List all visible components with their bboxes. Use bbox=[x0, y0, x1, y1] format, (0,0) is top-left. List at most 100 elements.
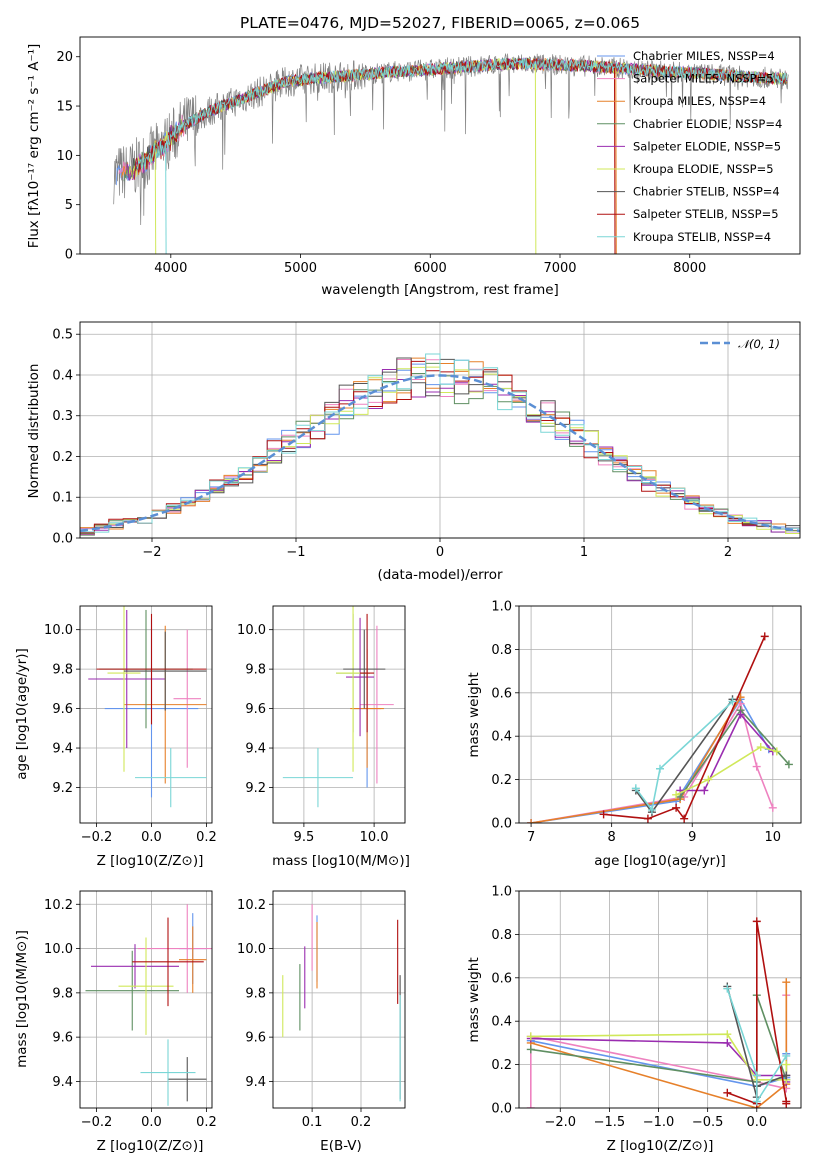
x-tick-label: 9 bbox=[688, 830, 696, 845]
weight-marker bbox=[728, 697, 737, 706]
x-tick-label: 10 bbox=[765, 830, 782, 845]
y-tick-label: 0.2 bbox=[491, 773, 512, 788]
weight-marker bbox=[772, 747, 781, 756]
x-tick-label: 9.5 bbox=[294, 830, 315, 845]
axes-frame bbox=[79, 321, 801, 539]
x-tick-label: 6000 bbox=[414, 261, 447, 276]
x-tick-label: 0.2 bbox=[196, 1115, 217, 1130]
weight-marker bbox=[760, 632, 769, 641]
weight-marker bbox=[782, 1071, 791, 1080]
mass-age-xlabel: mass [log10(M/M⊙)] bbox=[272, 853, 410, 869]
z-age-xlabel: Z [log10(Z/Z⊙)] bbox=[97, 853, 204, 869]
x-tick-label: 7000 bbox=[543, 261, 576, 276]
absorption-feature bbox=[615, 67, 617, 254]
x-tick-label: 10.0 bbox=[360, 830, 389, 845]
x-tick-label: 2 bbox=[724, 545, 732, 560]
z-weight-xlabel: Z [log10(Z/Z⊙)] bbox=[607, 1138, 714, 1154]
absorption-feature bbox=[613, 67, 616, 254]
y-tick-label: 0.4 bbox=[491, 1015, 512, 1030]
axes-frame bbox=[79, 890, 213, 1109]
plot-area bbox=[526, 917, 791, 1108]
x-tick-label: −0.2 bbox=[81, 1115, 113, 1130]
age-weight-xlabel: age [log10(age/yr)] bbox=[594, 853, 726, 869]
weight-marker bbox=[526, 1032, 535, 1041]
weight-marker bbox=[723, 984, 732, 993]
x-tick-label: −2 bbox=[142, 545, 161, 560]
spectrum-xlabel: wavelength [Angstrom, rest frame] bbox=[321, 282, 559, 298]
y-tick-label: 10.0 bbox=[44, 942, 73, 957]
weight-marker bbox=[672, 790, 681, 799]
weight-marker bbox=[784, 760, 793, 769]
y-tick-label: 20 bbox=[56, 50, 73, 65]
weight-marker bbox=[752, 1071, 761, 1080]
weight-marker bbox=[752, 1097, 761, 1106]
legend-label: Kroupa MILES, NSSP=4 bbox=[633, 94, 766, 108]
weight-marker bbox=[736, 710, 745, 719]
model-spectrum-krou_stel bbox=[136, 57, 788, 171]
x-tick-label: 8 bbox=[608, 830, 616, 845]
x-tick-label: 0.0 bbox=[141, 830, 162, 845]
y-tick-label: 0.0 bbox=[52, 532, 73, 547]
weight-marker bbox=[782, 978, 791, 987]
weight-marker bbox=[599, 810, 608, 819]
z-age-panel: −0.2 0.0 0.2 9.2 9.4 9.6 9.8 10.0 bbox=[44, 605, 217, 845]
weight-marker bbox=[768, 803, 777, 812]
weight-marker bbox=[782, 1099, 791, 1108]
plot-area bbox=[88, 606, 207, 808]
y-tick-label: 0.0 bbox=[491, 817, 512, 832]
plot-area bbox=[527, 632, 793, 823]
weight-marker bbox=[752, 762, 761, 771]
z-weight-ylabel: mass weight bbox=[466, 957, 482, 1042]
axes-frame bbox=[272, 605, 406, 824]
y-tick-label: 9.8 bbox=[245, 986, 266, 1001]
x-tick-label: −0.2 bbox=[81, 830, 113, 845]
weight-marker bbox=[723, 1038, 732, 1047]
plot-area bbox=[113, 52, 789, 254]
weight-marker bbox=[526, 1045, 535, 1054]
weight-line-krou_stel bbox=[726, 988, 787, 1105]
absorption-feature bbox=[165, 143, 167, 254]
absorption-feature bbox=[154, 152, 157, 254]
y-tick-label: 0 bbox=[65, 248, 73, 263]
y-tick-label: 9.4 bbox=[245, 1075, 266, 1090]
legend-label: Chabrier MILES, NSSP=4 bbox=[633, 49, 775, 63]
weight-marker bbox=[631, 784, 640, 793]
plot-area bbox=[85, 904, 212, 1106]
y-tick-label: 0.1 bbox=[52, 491, 73, 506]
z-age-ylabel: age [log10(age/yr)] bbox=[14, 648, 30, 780]
y-tick-label: 10.2 bbox=[237, 898, 266, 913]
weight-marker bbox=[680, 814, 689, 823]
y-tick-label: 0.0 bbox=[491, 1102, 512, 1117]
x-tick-label: 0.2 bbox=[196, 830, 217, 845]
axes-frame bbox=[79, 36, 801, 255]
plot-area bbox=[282, 606, 394, 808]
y-tick-label: 0.5 bbox=[52, 328, 73, 343]
legend-label: Chabrier STELIB, NSSP=4 bbox=[633, 185, 780, 199]
weight-marker bbox=[782, 1051, 791, 1060]
normal-curve bbox=[80, 374, 800, 533]
x-tick-label: 1 bbox=[580, 545, 588, 560]
weight-marker bbox=[704, 775, 713, 784]
y-tick-label: 9.4 bbox=[52, 742, 73, 757]
x-tick-label: 7 bbox=[527, 830, 535, 845]
z-mass-ylabel: mass [log10(M/M⊙)] bbox=[14, 930, 30, 1068]
axes-frame bbox=[518, 605, 802, 824]
weight-marker bbox=[723, 1088, 732, 1097]
x-tick-label: −0.5 bbox=[692, 1115, 724, 1130]
y-tick-label: 0.4 bbox=[52, 368, 73, 383]
y-tick-label: 0.2 bbox=[52, 450, 73, 465]
legend-label: Salpeter STELIB, NSSP=5 bbox=[633, 207, 779, 221]
ebv-mass-xlabel: E(B-V) bbox=[320, 1138, 362, 1154]
y-tick-label: 9.8 bbox=[52, 986, 73, 1001]
z-mass-xlabel: Z [log10(Z/Z⊙)] bbox=[97, 1138, 204, 1154]
y-tick-label: 0.6 bbox=[491, 686, 512, 701]
age-weight-panel: 7 8 9 10 0.0 0.2 0.4 0.6 0.8 1.0 bbox=[491, 600, 802, 845]
residuals-panel: −2 −1 0 1 2 0.0 0.1 0.2 0.3 0.4 0.5 𝒩(0, 1) bbox=[52, 321, 801, 560]
spectrum-legend: Chabrier MILES, NSSP=4 Salpeter MILES, NS… bbox=[597, 49, 782, 244]
y-tick-label: 15 bbox=[56, 100, 73, 115]
y-tick-label: 9.8 bbox=[245, 663, 266, 678]
y-tick-label: 9.6 bbox=[245, 702, 266, 717]
legend-label: Salpeter ELODIE, NSSP=5 bbox=[633, 139, 781, 153]
spectrum-title: PLATE=0476, MJD=52027, FIBERID=0065, z=0… bbox=[240, 14, 640, 32]
